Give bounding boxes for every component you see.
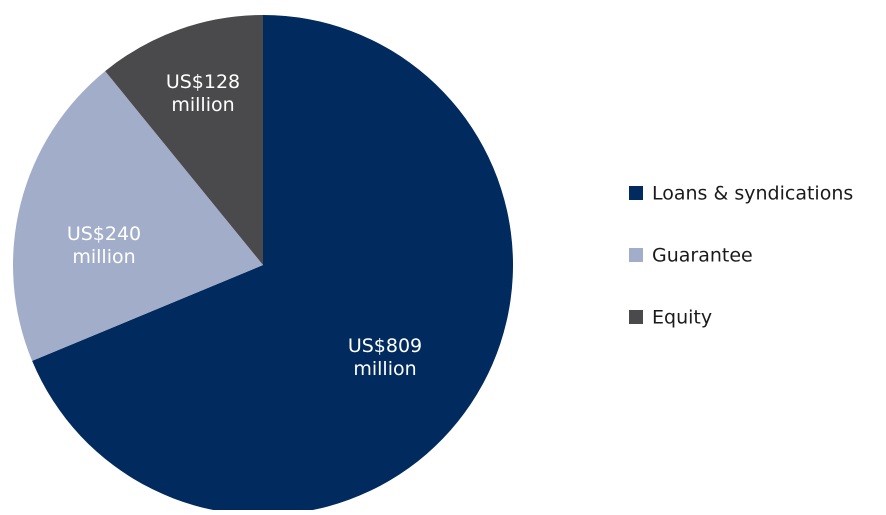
legend: Loans & syndications Guarantee Equity <box>629 183 853 329</box>
legend-swatch <box>629 310 643 324</box>
legend-label: Loans & syndications <box>652 183 853 205</box>
pie-slice-guarantee <box>13 71 263 361</box>
legend-item-loans-and-syndications: Loans & syndications <box>629 183 853 205</box>
legend-label: Guarantee <box>652 245 753 267</box>
legend-label: Equity <box>652 307 712 329</box>
legend-item-guarantee: Guarantee <box>629 245 753 267</box>
legend-swatch <box>629 248 643 262</box>
slice-label-line: US$240 <box>67 223 141 245</box>
slice-label-line: million <box>353 358 416 380</box>
slice-label-line: US$128 <box>166 71 240 93</box>
pie-slice-equity <box>105 15 263 265</box>
slice-label-line: million <box>171 94 234 116</box>
slice-label-line: million <box>72 246 135 268</box>
legend-swatch <box>629 186 643 200</box>
slice-label-equity: US$128 million <box>166 71 240 116</box>
pie-slice-loans-and-syndications <box>32 14 514 515</box>
slice-label-guarantee: US$240 million <box>67 223 141 268</box>
legend-item-equity: Equity <box>629 307 712 329</box>
pie-slices <box>13 14 514 515</box>
slice-label-loans-and-syndications: US$809 million <box>348 335 422 380</box>
slice-label-line: US$809 <box>348 335 422 357</box>
